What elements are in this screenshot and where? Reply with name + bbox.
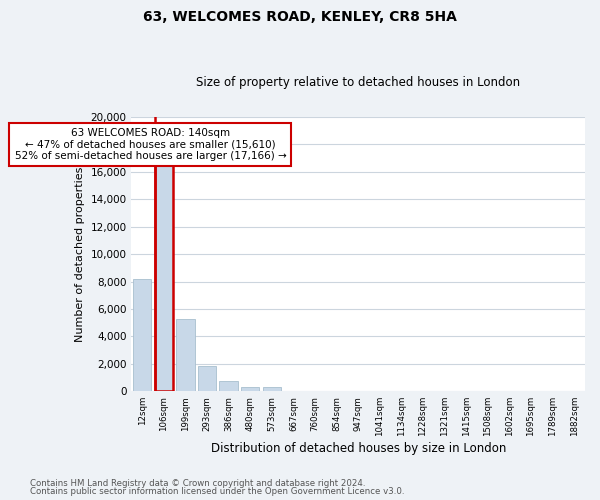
Bar <box>220 381 238 391</box>
Bar <box>176 318 194 391</box>
Bar <box>198 366 216 391</box>
Y-axis label: Number of detached properties: Number of detached properties <box>75 166 85 342</box>
Text: 63 WELCOMES ROAD: 140sqm
← 47% of detached houses are smaller (15,610)
52% of se: 63 WELCOMES ROAD: 140sqm ← 47% of detach… <box>14 128 286 161</box>
Bar <box>155 164 173 391</box>
Text: 63, WELCOMES ROAD, KENLEY, CR8 5HA: 63, WELCOMES ROAD, KENLEY, CR8 5HA <box>143 10 457 24</box>
Bar <box>155 164 173 391</box>
Text: Contains public sector information licensed under the Open Government Licence v3: Contains public sector information licen… <box>30 487 404 496</box>
Bar <box>133 280 151 391</box>
Text: Contains HM Land Registry data © Crown copyright and database right 2024.: Contains HM Land Registry data © Crown c… <box>30 478 365 488</box>
Bar <box>263 388 281 391</box>
Title: Size of property relative to detached houses in London: Size of property relative to detached ho… <box>196 76 520 90</box>
X-axis label: Distribution of detached houses by size in London: Distribution of detached houses by size … <box>211 442 506 455</box>
Bar <box>241 387 259 391</box>
